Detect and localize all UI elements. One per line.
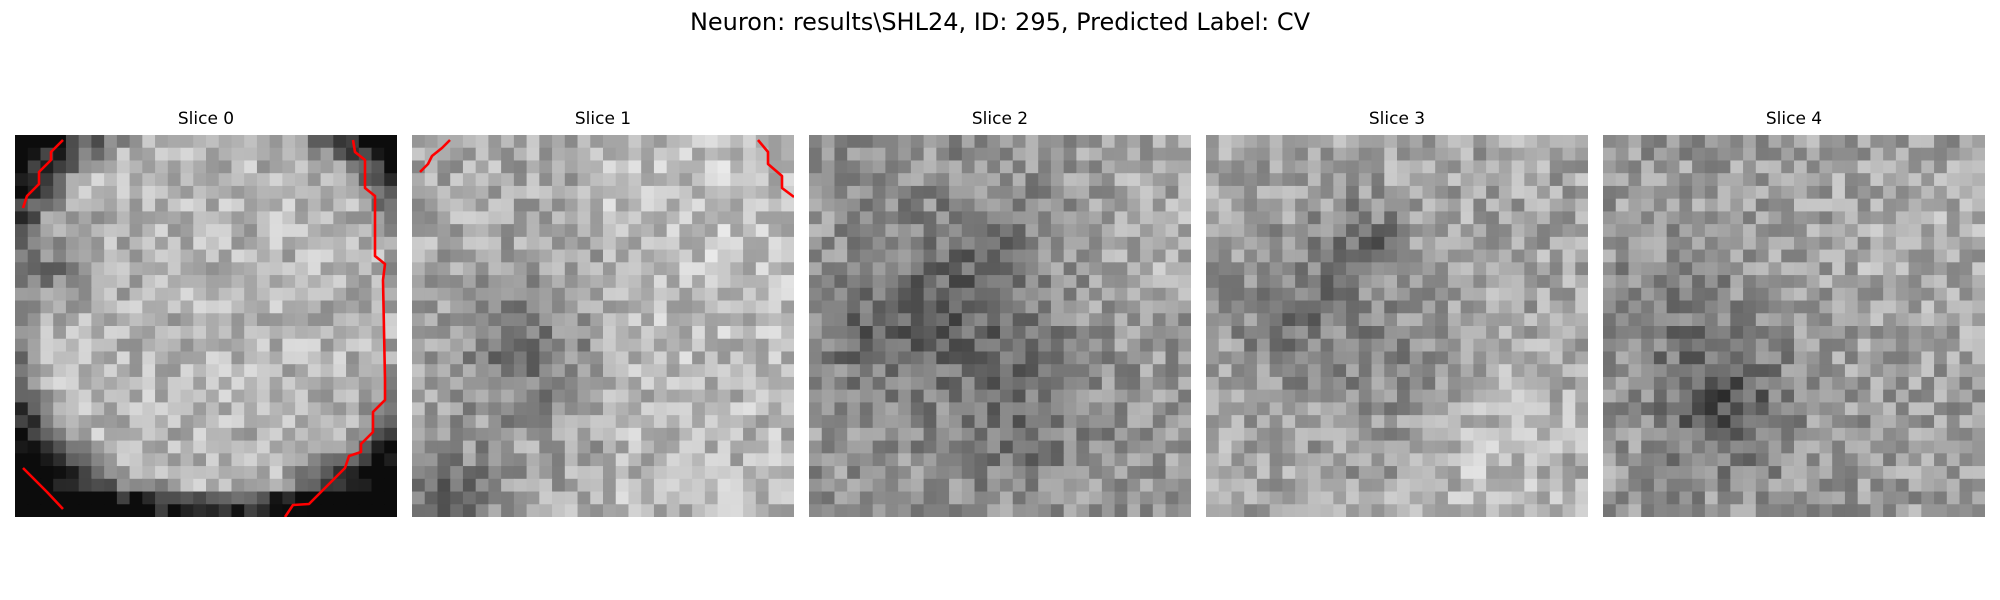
slice-0-title: Slice 0 [177,109,235,129]
slice-3-image [1206,135,1588,517]
slice-2-image [809,135,1191,517]
slice-1-contour [419,139,794,199]
slice-0-contour [21,139,387,517]
slice-2-title: Slice 2 [971,109,1029,129]
slice-4-image [1603,135,1985,517]
slice-3-title: Slice 3 [1368,109,1426,129]
slice-1-title: Slice 1 [574,109,632,129]
slice-0-image [15,135,397,517]
figure-title: Neuron: results\SHL24, ID: 295, Predicte… [689,8,1311,36]
slice-4-title: Slice 4 [1765,109,1823,129]
slice-1-image [412,135,794,517]
